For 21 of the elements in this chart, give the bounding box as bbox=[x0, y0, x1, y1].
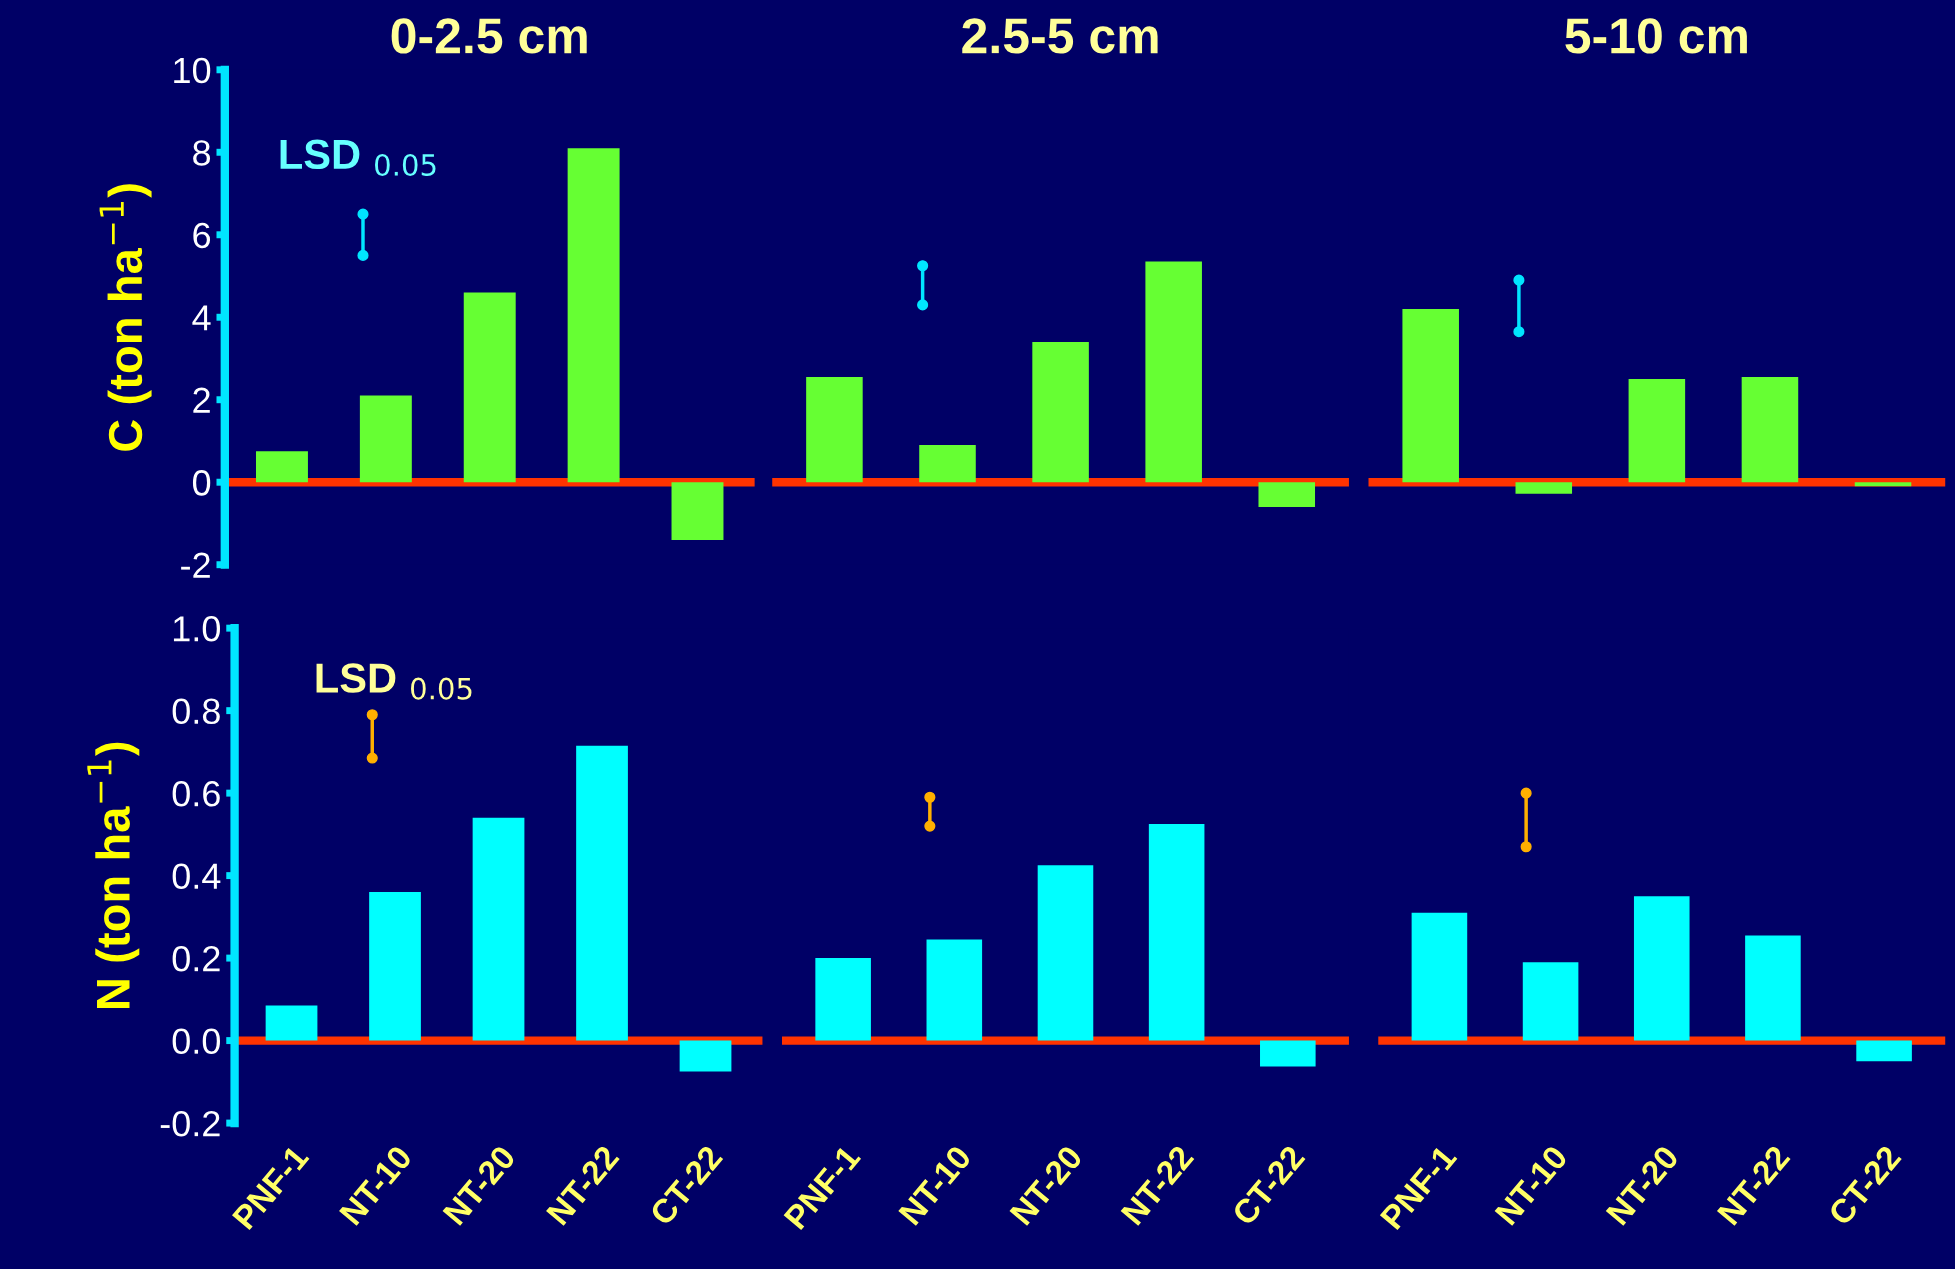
y-tick-label: -2 bbox=[181, 552, 210, 578]
y-tick-label: 0.6 bbox=[172, 780, 220, 807]
y-tick-label: 2 bbox=[193, 387, 210, 413]
y-tick-label: 1.0 bbox=[173, 616, 220, 642]
y-axis-title: C (ton ha$^{−1}$) bbox=[99, 184, 152, 451]
chart-title: 5-10 cm bbox=[1565, 18, 1747, 54]
chart-title: 2.5-5 cm bbox=[962, 18, 1158, 54]
y-tick-label: 0.2 bbox=[172, 945, 220, 972]
y-tick-label: 0 bbox=[192, 470, 211, 496]
y-tick-label: 0.0 bbox=[172, 1028, 220, 1055]
y-tick-label: 0.8 bbox=[172, 698, 220, 725]
chart-title: 0-2.5 cm bbox=[391, 18, 587, 54]
annotation: LSD $_{0.05}$ bbox=[316, 663, 472, 700]
y-tick-label: 10 bbox=[174, 57, 211, 84]
y-tick-label: 4 bbox=[192, 305, 211, 331]
y-axis-title: N (ton ha$^{−1}$) bbox=[87, 742, 140, 1008]
y-tick-label: 0.4 bbox=[172, 863, 221, 890]
y-tick-label: -0.2 bbox=[160, 1110, 220, 1137]
annotation: LSD $_{0.05}$ bbox=[280, 139, 436, 176]
y-tick-label: 8 bbox=[193, 140, 211, 166]
y-tick-label: 6 bbox=[193, 222, 211, 249]
